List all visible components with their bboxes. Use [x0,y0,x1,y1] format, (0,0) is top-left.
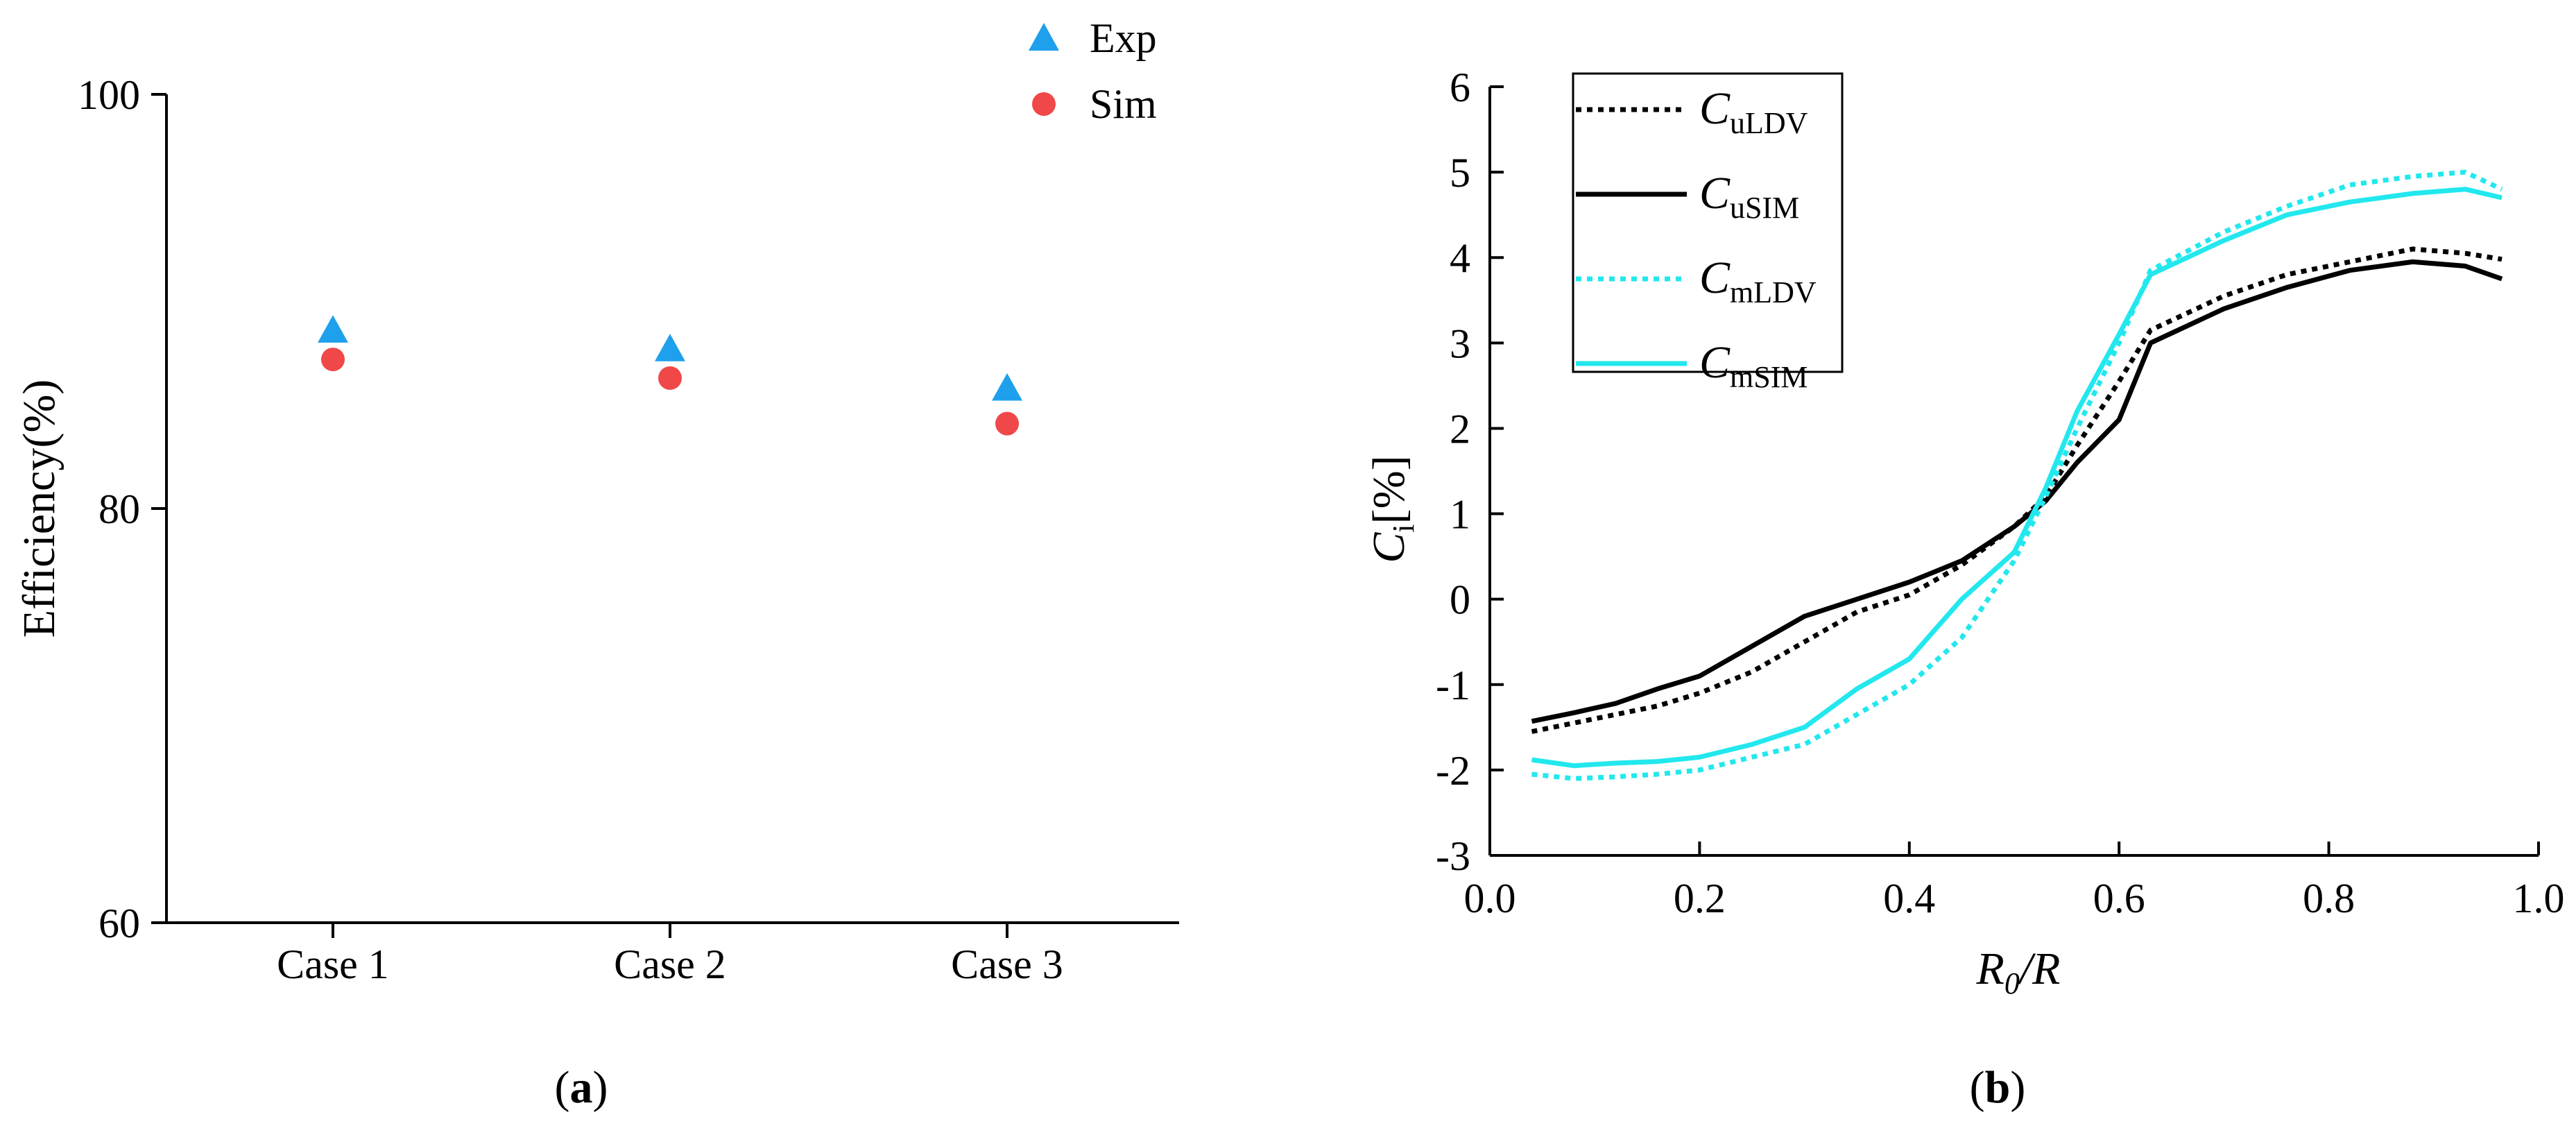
panel-a-sim-point [321,348,345,372]
panel-a-y-tick-label: 80 [98,486,140,532]
panel-b-y-tick-label: 2 [1450,406,1470,452]
panel-b-series-line-mSIM [1531,187,2502,769]
panel-a-x-tick-label: Case 3 [951,941,1063,987]
panel-b-legend-label: CuSIM [1699,168,1799,225]
panel-a-exp-point [992,373,1022,401]
panel-a-y-tick-label: 60 [98,901,140,946]
panel-a-x-tick-label: Case 1 [277,941,389,987]
panel-b-series-line-mLDV [1531,169,2503,781]
panel-b-x-tick-label: 0.6 [2093,876,2145,921]
panel-b-legend-label: CuLDV [1699,83,1808,140]
panel-b-y-axis-label: Ci[%] [1364,455,1420,563]
panel-b-y-tick-label: 5 [1450,150,1470,196]
panel-a-exp-point [318,315,348,343]
panel-b-x-tick-label: 0.8 [2303,876,2355,921]
panel-a-sim-point [658,366,682,390]
panel-a-exp-point [655,334,685,361]
panel-b-y-tick-label: 3 [1450,321,1470,366]
panel-b-legend: CuLDV CuSIM CmLDV CmSIM [1572,72,1844,394]
panel-b-x-tick-label: 0.2 [1674,876,1726,921]
panel-b-y-tick-label: 6 [1450,65,1470,110]
panel-a-legend: Exp Sim [1029,15,1157,127]
panel-a-legend-sim-marker [1032,92,1056,116]
panel-b-series-line-uSIM [1531,259,2503,724]
panel-b-legend-label: CmLDV [1699,253,1817,309]
panel-b-x-axis-label: R0/R [1976,944,2061,1000]
panel-a-x-tick-label: Case 2 [614,941,726,987]
panel-b-x-tick-label: 1.0 [2513,876,2565,921]
panel-a-y-axis-label: Efficiency(%) [14,379,65,638]
panel-b-y-tick-label: 4 [1450,235,1470,281]
panel-b-y-tick-label: -2 [1436,748,1470,794]
panel-b-x-tick-label: 0.0 [1464,876,1516,921]
panel-b-x-tick-label: 0.4 [1883,876,1935,921]
panel-a-label: (a) [555,1062,608,1113]
panel-b-line-chart: -3 -2 -1 0 1 2 3 4 5 6 0.0 0.2 0.4 0.6 0.8 1.0 Ci[%] R… [1364,65,2565,1113]
panel-b-label: (b) [1970,1062,2026,1113]
panel-b-y-tick-label: 1 [1450,492,1470,538]
panel-b-legend-box [1572,72,1844,373]
panel-a-legend-label: Sim [1090,81,1157,127]
panel-b-y-tick-label: -3 [1436,833,1470,879]
panel-b-y-tick-label: 0 [1450,577,1470,623]
panel-a-efficiency-chart: 60 80 100 Case 1 Case 2 Case 3 Efficiency(%)… [14,15,1179,1113]
panel-a-legend-label: Exp [1090,15,1157,61]
panel-b-legend-label: CmSIM [1699,337,1808,394]
panel-a-y-tick-label: 100 [78,72,140,118]
panel-a-legend-exp-marker [1029,23,1059,51]
panel-b-y-tick-label: -1 [1436,663,1470,708]
panel-a-sim-point [995,411,1019,436]
